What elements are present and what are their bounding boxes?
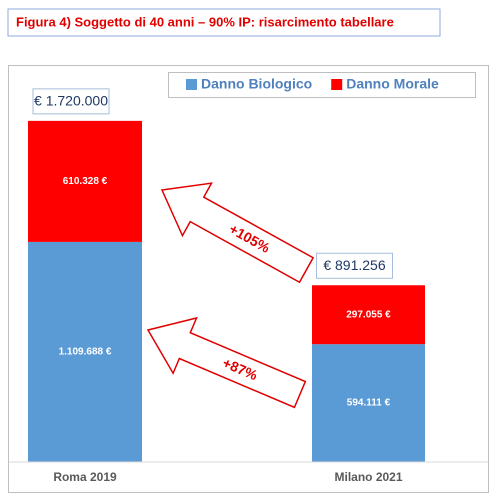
value-label: 1.109.688 €	[59, 347, 112, 358]
legend-swatch	[186, 79, 197, 90]
arrow-shape	[146, 316, 307, 409]
value-label: 594.111 €	[347, 398, 391, 409]
total-label: € 1.720.000	[34, 93, 108, 109]
legend-box	[168, 72, 476, 98]
value-label: 610.328 €	[63, 176, 108, 187]
legend-label: Danno Biologico	[201, 76, 312, 92]
legend-swatch	[331, 79, 343, 90]
arrow-shape	[160, 182, 315, 284]
x-tick-label: Roma 2019	[53, 470, 117, 484]
arrow: +87%	[146, 316, 307, 409]
bar-segment	[312, 344, 425, 462]
total-label: € 891.256	[323, 257, 385, 273]
total-box	[32, 88, 110, 115]
legend-label: Danno Morale	[346, 76, 439, 92]
x-tick-label: Milano 2021	[334, 470, 402, 484]
title-box	[7, 8, 441, 37]
value-label: 297.055 €	[346, 309, 391, 320]
chart-title: Figura 4) Soggetto di 40 anni – 90% IP: …	[16, 14, 394, 29]
bar-segment	[312, 285, 425, 345]
bar-segment	[28, 120, 142, 242]
total-box	[316, 252, 393, 279]
bar-segment	[28, 241, 142, 462]
